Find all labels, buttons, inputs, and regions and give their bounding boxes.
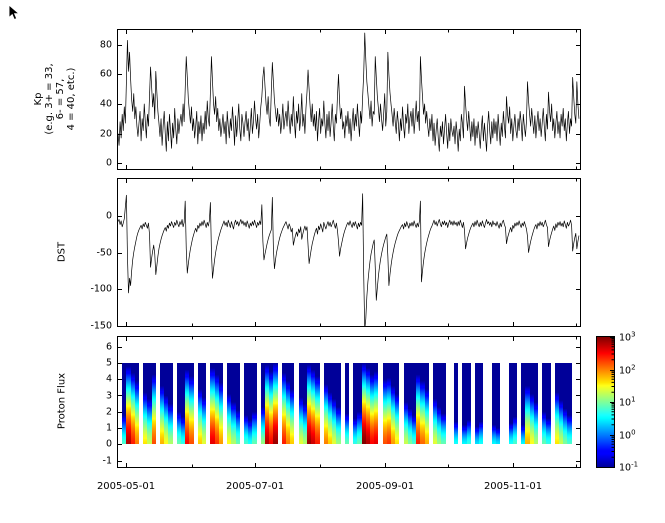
dst-axis-label: DST (56, 241, 68, 263)
kp-ytick-label: 40 (99, 98, 112, 110)
dst-ytick-label: -100 (90, 283, 112, 295)
colorbar-tick-label: 10-1 (619, 460, 639, 474)
proton-flux-axis-label: Proton Flux (56, 372, 68, 430)
kp-axis-label-line-2: (e.g. 3+ = 33, (44, 63, 55, 135)
xtick-label-2005-11-01: 2005-11-01 (483, 481, 543, 492)
colorbar-tick-label: 103 (619, 330, 636, 344)
kp-axis-label-line-3: 6- = 57, (55, 78, 66, 120)
pf-ytick-label: 0 (105, 438, 112, 450)
kp-series-canvas (118, 30, 580, 169)
colorbar-tick-label: 102 (619, 362, 636, 377)
kp-ytick-label: 60 (99, 68, 112, 80)
xtick-label-2005-05-01: 2005-05-01 (96, 481, 156, 492)
kp-panel (117, 29, 581, 170)
colorbar-tick-label: 100 (619, 427, 636, 442)
kp-ytick-label: 0 (105, 157, 112, 169)
pf-ytick-label: -1 (102, 455, 112, 466)
kp-ytick-label: 20 (99, 128, 112, 139)
pf-ytick-label: 4 (105, 373, 112, 385)
dst-ytick-label: -150 (90, 320, 112, 332)
dst-ytick-label: 0 (105, 210, 112, 222)
pf-ytick-label: 5 (105, 357, 112, 369)
pf-ytick-label: 2 (105, 406, 112, 418)
dst-ytick-label: -50 (96, 247, 112, 258)
colorbar (596, 336, 615, 468)
xtick-label-2005-09-01: 2005-09-01 (355, 481, 415, 492)
mouse-cursor (8, 4, 20, 21)
dst-series-canvas (118, 179, 580, 326)
dst-panel (117, 178, 581, 327)
colorbar-gradient-canvas (597, 337, 614, 467)
proton-flux-spectrogram-canvas (118, 337, 580, 467)
pf-ytick-label: 3 (105, 390, 112, 401)
colorbar-tick-label: 101 (619, 395, 636, 409)
proton-flux-panel (117, 336, 581, 468)
kp-axis-label-line-1: Kp (33, 92, 44, 106)
kp-ytick-label: 80 (99, 39, 112, 51)
xtick-label-2005-07-01: 2005-07-01 (225, 481, 285, 492)
pf-ytick-label: 1 (105, 422, 112, 434)
pf-ytick-label: 6 (105, 341, 112, 353)
